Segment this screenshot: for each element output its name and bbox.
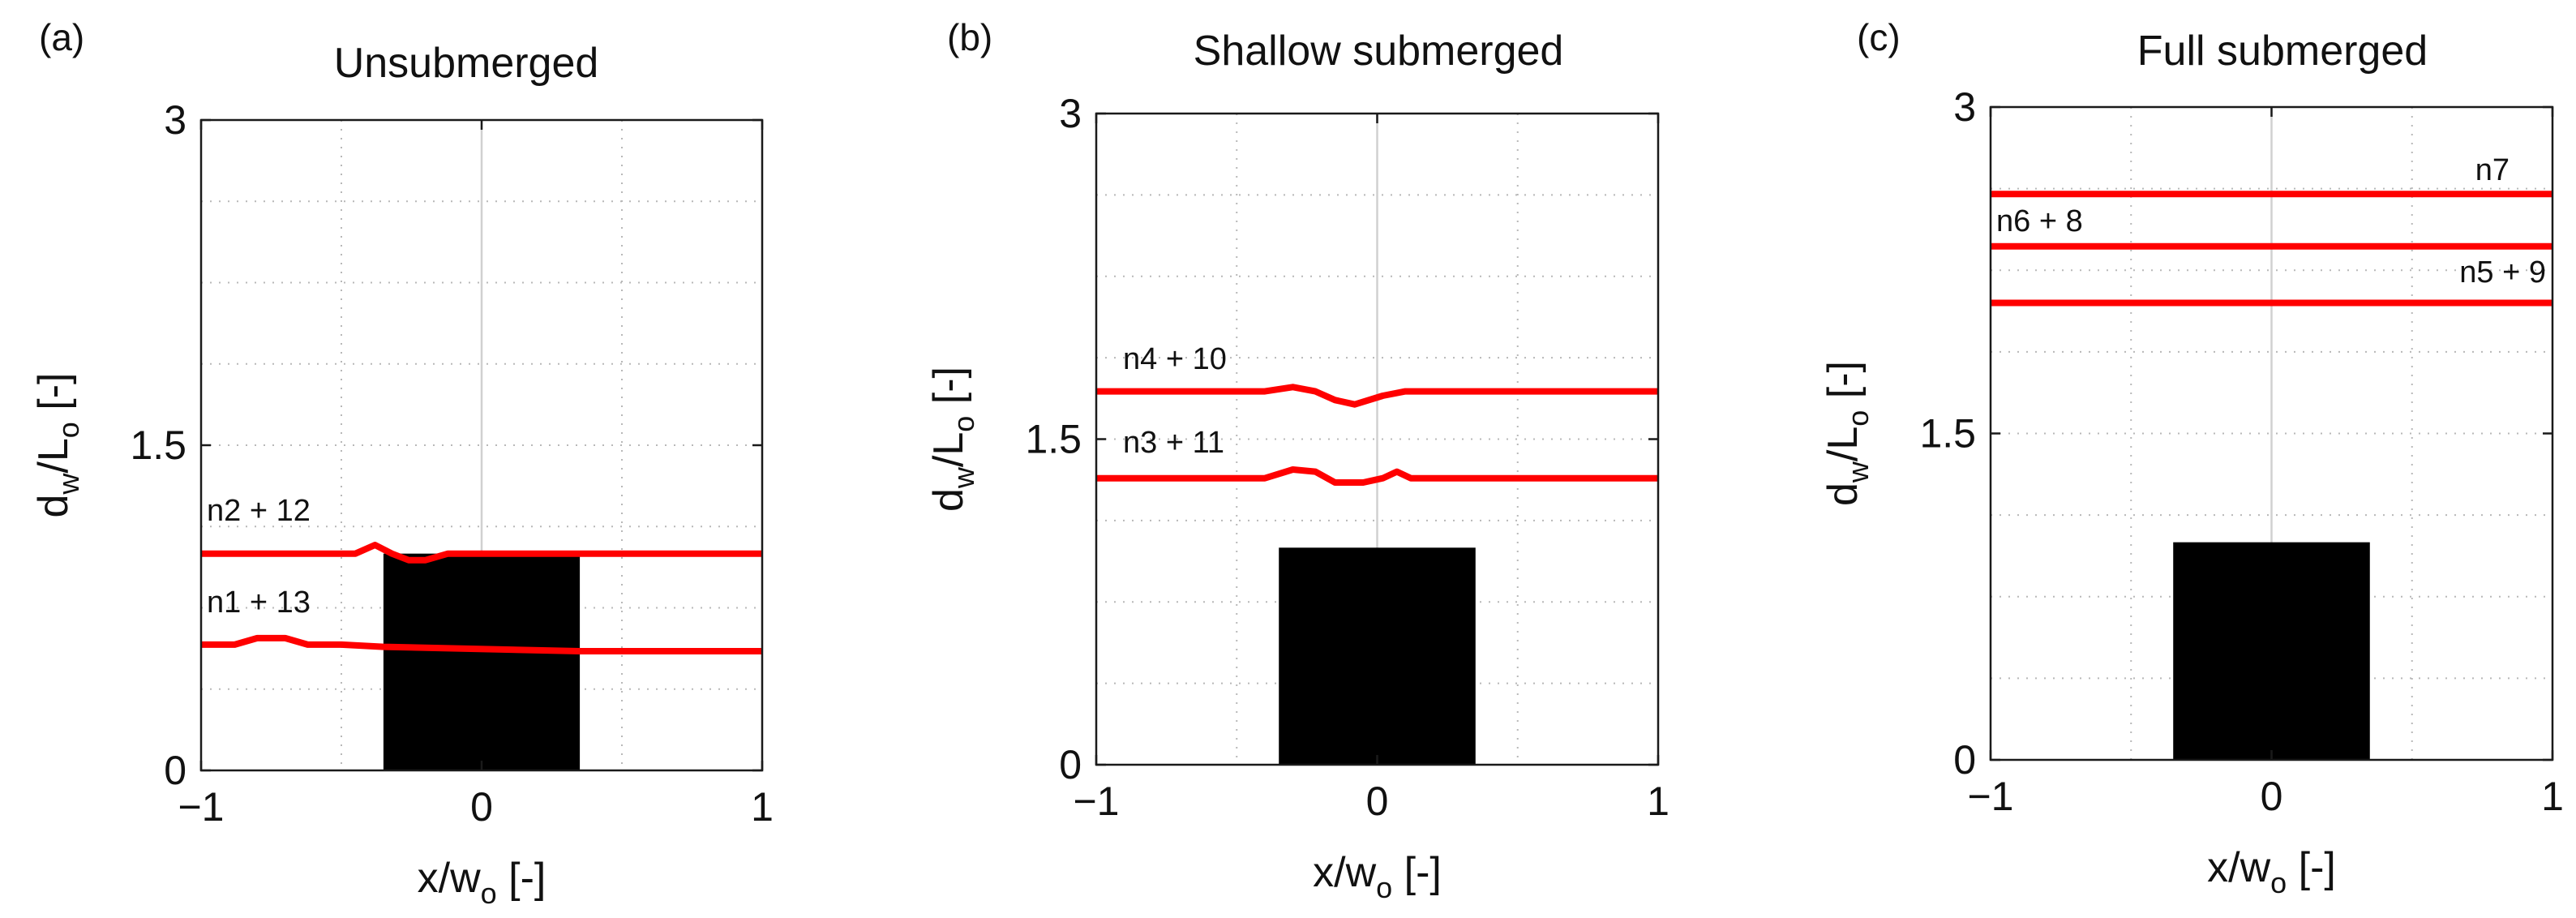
- y-tick-label: 1.5: [1919, 411, 1976, 457]
- series-line-n1-13: [201, 634, 762, 654]
- panel-letter: (b): [947, 16, 992, 58]
- y-axis-label-part: /L: [30, 438, 77, 473]
- y-axis-label: dw/Lo [-]: [30, 373, 85, 518]
- y-axis-label-part: w: [52, 473, 85, 495]
- y-axis-label-part: [-]: [30, 373, 77, 423]
- x-axis-label-unit: [-]: [497, 855, 546, 902]
- series-line-n4-10: [1096, 384, 1658, 408]
- panel-title: Shallow submerged: [1194, 28, 1564, 75]
- y-axis-label-part: w: [947, 466, 980, 489]
- y-axis-label-part: o: [52, 422, 85, 438]
- y-tick-label: 3: [1059, 91, 1082, 136]
- y-tick-label: 0: [164, 748, 186, 793]
- x-tick-label: 0: [2261, 774, 2283, 819]
- y-tick-label: 0: [1953, 737, 1976, 783]
- y-axis-label-part: o: [1841, 410, 1875, 427]
- x-tick-label: 1: [751, 784, 774, 830]
- y-axis-label-part: d: [1819, 483, 1867, 506]
- series-label-n1-13: n1 + 13: [207, 586, 311, 620]
- y-tick-label: 3: [1953, 84, 1976, 130]
- y-tick-label: 1.5: [1025, 417, 1082, 462]
- series-label-n7: n7: [2475, 153, 2510, 187]
- x-axis-label: x/wo [-]: [2207, 844, 2336, 899]
- x-axis-label-unit: [-]: [2287, 844, 2336, 891]
- x-tick-label: 1: [2541, 774, 2564, 819]
- x-axis-label: x/wo [-]: [418, 855, 546, 910]
- y-tick-label: 1.5: [130, 423, 186, 468]
- x-axis-label-sub: o: [2270, 866, 2287, 899]
- series-label-n2-12: n2 + 12: [207, 494, 311, 528]
- y-axis-label-part: w: [1841, 461, 1875, 483]
- x-axis-label: x/wo [-]: [1313, 849, 1442, 904]
- obstacle-block: [2173, 542, 2370, 760]
- x-tick-label: −1: [1967, 774, 2013, 819]
- obstacle-block: [1279, 547, 1476, 765]
- series-label-n4-10: n4 + 10: [1123, 342, 1227, 376]
- y-tick-label: 0: [1059, 742, 1082, 787]
- obstacle-block: [383, 553, 581, 770]
- y-axis-label: dw/Lo [-]: [1819, 361, 1875, 506]
- x-tick-label: −1: [1073, 779, 1119, 824]
- y-axis-label-part: d: [30, 495, 77, 518]
- x-axis-label-base: x/w: [1313, 849, 1376, 896]
- panel-title: Full submerged: [2137, 28, 2428, 75]
- y-tick-label: 3: [164, 97, 186, 143]
- series-line-n2-12: [201, 542, 762, 564]
- series-label-n6-8: n6 + 8: [1996, 204, 2083, 238]
- panel-title: Unsubmerged: [334, 40, 599, 87]
- y-axis-label-part: d: [925, 488, 972, 512]
- x-axis-label-base: x/w: [2207, 844, 2270, 891]
- x-axis-label-sub: o: [1376, 871, 1392, 904]
- y-axis-label-part: /L: [1819, 427, 1867, 461]
- y-axis-label-part: /L: [925, 432, 972, 467]
- y-axis-label-part: o: [947, 416, 980, 432]
- y-axis-label: dw/Lo [-]: [925, 367, 980, 512]
- series-line-n3-11: [1096, 466, 1658, 486]
- panel-letter: (c): [1857, 16, 1901, 58]
- x-axis-label-base: x/w: [418, 855, 481, 902]
- series-label-n5-9: n5 + 9: [2459, 255, 2546, 290]
- x-tick-label: 0: [1366, 779, 1389, 824]
- x-axis-label-sub: o: [481, 877, 497, 910]
- x-tick-label: 0: [470, 784, 493, 830]
- x-tick-label: −1: [178, 784, 224, 830]
- panel-letter: (a): [39, 16, 84, 58]
- x-axis-label-unit: [-]: [1392, 849, 1442, 896]
- y-axis-label-part: [-]: [1819, 361, 1867, 410]
- y-axis-label-part: [-]: [925, 367, 972, 416]
- series-label-n3-11: n3 + 11: [1123, 426, 1224, 460]
- x-tick-label: 1: [1647, 779, 1669, 824]
